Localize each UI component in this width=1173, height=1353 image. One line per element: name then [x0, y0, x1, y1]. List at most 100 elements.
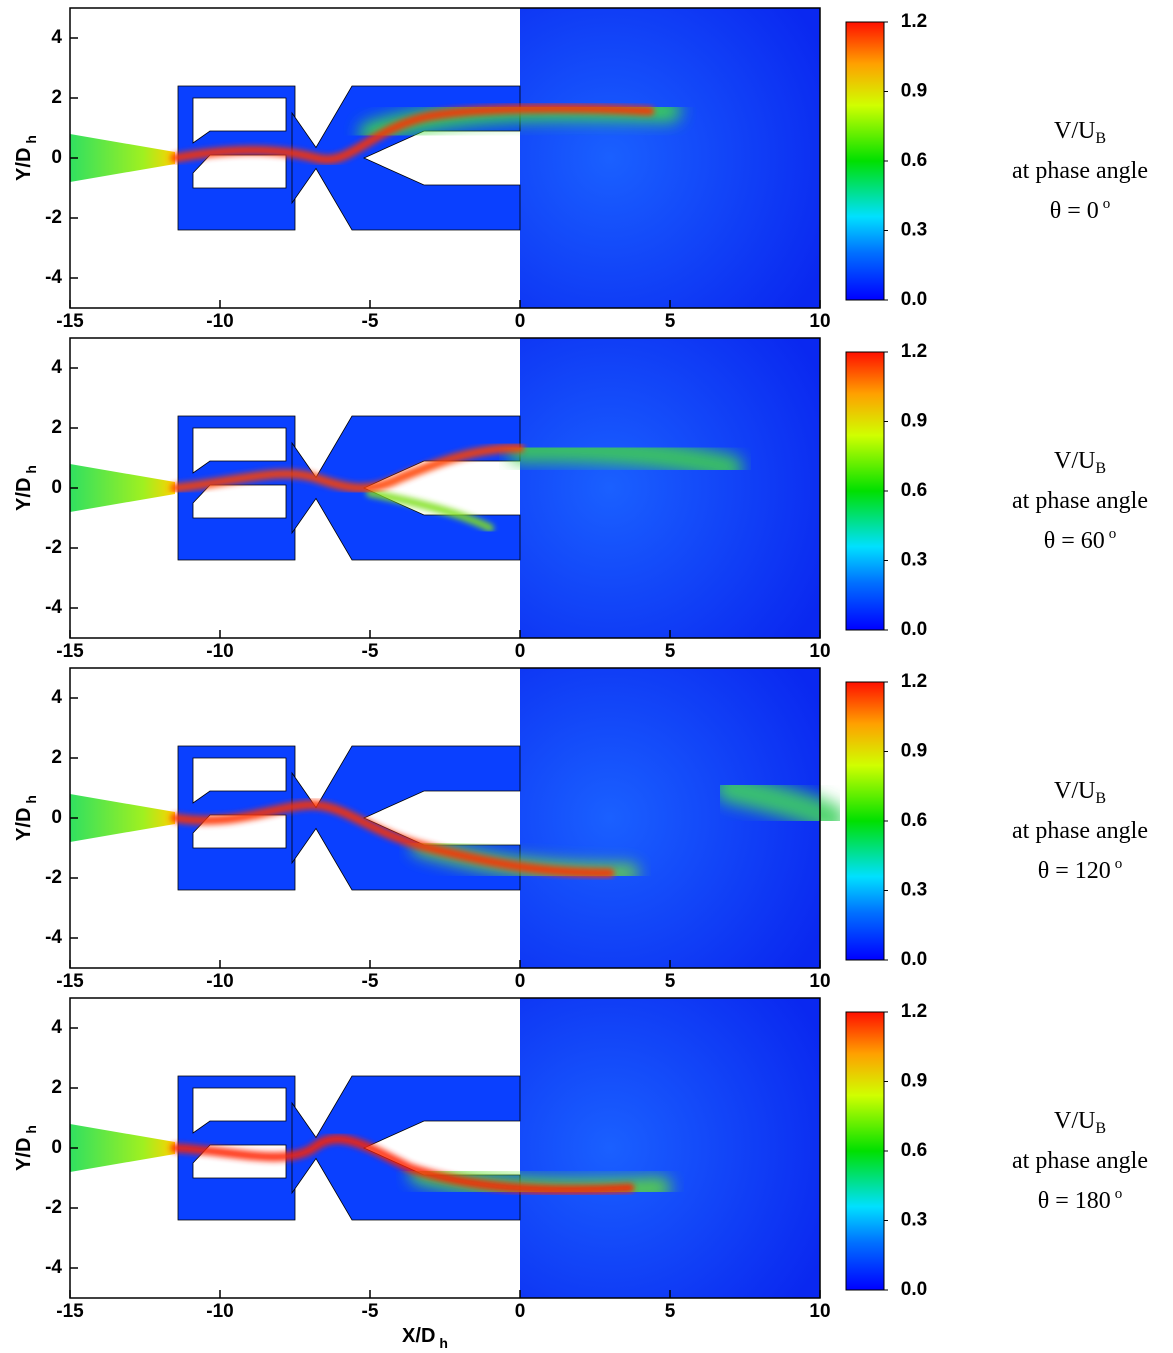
- x-tick-label: 5: [665, 1301, 676, 1322]
- y-axis-label: Y/D h: [13, 795, 39, 841]
- quantity: V/U: [1054, 778, 1095, 804]
- colorbar-tick-label: 0.3: [901, 1210, 927, 1231]
- x-tick-label: -10: [206, 311, 233, 332]
- colorbar-tick-label: 0.0: [901, 619, 927, 640]
- angle: θ = 120: [1038, 858, 1111, 884]
- y-tick-label: -4: [45, 267, 62, 288]
- x-tick-label: -5: [362, 1301, 379, 1322]
- quantity: V/U: [1054, 1108, 1095, 1134]
- annotation-quantity: V/UB: [1054, 448, 1106, 477]
- y-tick-label: 0: [51, 1137, 62, 1158]
- colorbar-tick-label: 0.9: [901, 741, 927, 762]
- colorbar-tick-label: 0.6: [901, 1140, 927, 1161]
- y-axis-label: Y/D h: [13, 465, 39, 511]
- x-tick-label: -15: [56, 971, 84, 992]
- y-tick-label: -4: [45, 597, 62, 618]
- colorbar-tick-label: 0.6: [901, 150, 927, 171]
- y-axis-label-main: Y/D: [13, 808, 35, 841]
- annotation-line3: θ = 120 o: [1038, 856, 1123, 884]
- colorbar-tick-label: 0.9: [901, 1071, 927, 1092]
- x-tick-label: 0: [515, 311, 526, 332]
- y-tick-label: 0: [51, 807, 62, 828]
- y-tick-label: 4: [51, 687, 62, 708]
- angle: θ = 0: [1050, 198, 1099, 224]
- colorbar: [845, 681, 885, 961]
- annotation-quantity: V/UB: [1054, 778, 1106, 807]
- angle: θ = 60: [1044, 528, 1105, 554]
- x-tick-label: -10: [206, 1301, 233, 1322]
- annotation-line2: at phase angle: [1012, 158, 1148, 184]
- x-axis-label-main: X/D: [402, 1325, 435, 1347]
- x-tick-label: -5: [362, 971, 379, 992]
- quantity-sub: B: [1095, 460, 1106, 477]
- quantity: V/U: [1054, 448, 1095, 474]
- y-axis-label-sub: h: [23, 135, 39, 144]
- panel: -15 -10 -5 0 5 10 -4 -2 0 2 4 Y/D h 0.0 0.3 0.6 0.9 1.2 V/…: [13, 667, 1148, 992]
- annotation-line2: at phase angle: [1012, 1148, 1148, 1174]
- annotation-line3: θ = 180 o: [1038, 1186, 1123, 1214]
- y-tick-label: 4: [51, 1017, 62, 1038]
- colorbar: [845, 351, 885, 631]
- y-axis-label: Y/D h: [13, 135, 39, 181]
- y-tick-label: -2: [45, 1197, 62, 1218]
- x-tick-label: 10: [809, 971, 830, 992]
- colorbar-tick-label: 0.6: [901, 480, 927, 501]
- x-tick-label: 5: [665, 971, 676, 992]
- jet-stream: [366, 489, 494, 532]
- panels: -15 -10 -5 0 5 10 -4 -2 0 2 4 Y/D h 0.0 0.3 0.6 0.9 1.2 V/…: [13, 7, 1148, 1351]
- x-tick-label: 0: [515, 1301, 526, 1322]
- quantity: V/U: [1054, 118, 1095, 144]
- angle: θ = 180: [1038, 1188, 1111, 1214]
- colorbar-tick-label: 0.9: [901, 411, 927, 432]
- colorbar-tick-label: 1.2: [901, 341, 927, 362]
- y-axis-label-main: Y/D: [13, 478, 35, 511]
- jet-stream: [170, 800, 615, 878]
- annotation-line2: at phase angle: [1012, 818, 1148, 844]
- colorbar-tick-label: 0.9: [901, 81, 927, 102]
- degree: o: [1115, 1186, 1123, 1202]
- y-axis-label-main: Y/D: [13, 148, 35, 181]
- x-tick-label: -5: [362, 641, 379, 662]
- colorbar-tick-label: 0.6: [901, 810, 927, 831]
- colorbar-tick-label: 1.2: [901, 11, 927, 32]
- jet: [170, 436, 743, 532]
- jet: [170, 98, 681, 164]
- x-tick-label: -10: [206, 971, 233, 992]
- y-tick-label: 2: [51, 87, 62, 108]
- y-tick-label: 2: [51, 417, 62, 438]
- x-axis-label-sub: h: [439, 1335, 448, 1351]
- jet: [170, 773, 845, 882]
- y-tick-label: 2: [51, 747, 62, 768]
- colorbar-tick-label: 0.0: [901, 949, 927, 970]
- degree: o: [1115, 856, 1123, 872]
- y-axis-label-main: Y/D: [13, 1138, 35, 1171]
- colorbar-tick-label: 1.2: [901, 1001, 927, 1022]
- y-tick-label: -2: [45, 537, 62, 558]
- annotation-line2: at phase angle: [1012, 488, 1148, 514]
- annotation-quantity: V/UB: [1054, 118, 1106, 147]
- colorbar-tick-label: 1.2: [901, 671, 927, 692]
- colorbar-tick-label: 0.3: [901, 550, 927, 571]
- jet-stream: [170, 443, 525, 493]
- jet-stream: [170, 1134, 635, 1195]
- degree: o: [1109, 526, 1117, 542]
- x-tick-label: 10: [809, 1301, 830, 1322]
- y-tick-label: -4: [45, 927, 62, 948]
- jet-stream: [507, 436, 743, 481]
- y-axis-label-sub: h: [23, 1125, 39, 1134]
- x-tick-label: 10: [809, 641, 830, 662]
- jet-stream: [715, 773, 845, 833]
- y-tick-label: -2: [45, 867, 62, 888]
- y-axis-label-sub: h: [23, 465, 39, 474]
- x-tick-label: 5: [665, 641, 676, 662]
- colorbar-tick-label: 0.3: [901, 220, 927, 241]
- x-tick-label: 5: [665, 311, 676, 332]
- colorbar-tick-label: 0.0: [901, 289, 927, 310]
- colorbar-tick-label: 0.0: [901, 1279, 927, 1300]
- panel: -15 -10 -5 0 5 10 -4 -2 0 2 4 Y/D h 0.0 0.3 0.6 0.9 1.2 V/…: [13, 337, 1148, 662]
- y-tick-label: 0: [51, 147, 62, 168]
- annotation-line3: θ = 60 o: [1044, 526, 1117, 554]
